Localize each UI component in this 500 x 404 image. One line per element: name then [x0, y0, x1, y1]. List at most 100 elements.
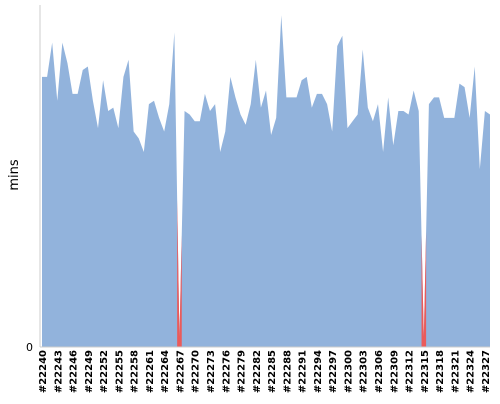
data-point [290, 96, 293, 99]
data-point [173, 31, 176, 34]
data-point [438, 96, 441, 99]
data-point [382, 151, 385, 154]
x-tick-label: #22303 [359, 350, 370, 393]
data-point [229, 75, 232, 78]
x-tick-label: #22249 [84, 350, 95, 393]
data-point [417, 110, 420, 113]
data-point [463, 86, 466, 89]
data-point [346, 127, 349, 130]
failed-build-marker [421, 232, 427, 347]
duration-area [42, 15, 490, 347]
data-point [265, 89, 268, 92]
data-point [168, 103, 171, 106]
x-tick-label: #22246 [69, 350, 80, 393]
data-point [183, 110, 186, 113]
data-point [147, 103, 150, 106]
x-tick-label: #22285 [267, 350, 278, 393]
x-tick-label: #22267 [175, 350, 186, 393]
x-tick-label: #22297 [328, 350, 339, 393]
data-point [402, 110, 405, 113]
data-point [158, 116, 161, 119]
data-point [163, 130, 166, 133]
x-tick-label: #22243 [53, 350, 64, 393]
data-point [188, 113, 191, 116]
data-point [142, 151, 145, 154]
data-point [97, 127, 100, 130]
data-point [259, 106, 262, 109]
data-point [407, 113, 410, 116]
x-tick-label: #22270 [191, 350, 202, 393]
data-point [397, 110, 400, 113]
data-point [86, 65, 89, 68]
data-point [107, 110, 110, 113]
y-axis-ticks: 0 [26, 341, 33, 354]
data-point [468, 116, 471, 119]
x-tick-label: #22318 [435, 350, 446, 393]
x-tick-label: #22240 [38, 350, 49, 393]
data-point [285, 96, 288, 99]
x-tick-label: #22276 [221, 350, 232, 393]
data-point [244, 123, 247, 126]
x-tick-label: #22258 [130, 350, 141, 393]
x-tick-label: #22294 [313, 350, 324, 393]
x-tick-label: #22309 [389, 350, 400, 393]
data-point [51, 41, 54, 44]
x-tick-label: #22291 [298, 350, 309, 393]
data-point [239, 113, 242, 116]
data-point [137, 137, 140, 140]
data-point [305, 75, 308, 78]
data-point [361, 48, 364, 51]
x-tick-label: #22273 [206, 350, 217, 393]
data-point [315, 92, 318, 95]
data-point [61, 41, 64, 44]
failed-build-marker [177, 199, 182, 347]
data-point [412, 89, 415, 92]
data-point [351, 120, 354, 123]
data-point [371, 120, 374, 123]
data-point [433, 96, 436, 99]
data-point [377, 103, 380, 106]
x-tick-label: #22288 [282, 350, 293, 393]
data-point [122, 75, 125, 78]
data-point [387, 96, 390, 99]
data-point [46, 75, 49, 78]
data-point [326, 103, 329, 106]
x-tick-label: #22261 [145, 350, 156, 393]
data-point [295, 96, 298, 99]
data-point [473, 65, 476, 68]
data-point [356, 113, 359, 116]
data-point [310, 106, 313, 109]
data-point [76, 92, 79, 95]
data-point [224, 130, 227, 133]
data-point [275, 116, 278, 119]
data-point [71, 92, 74, 95]
y-tick-label: 0 [26, 341, 33, 354]
data-point [198, 120, 201, 123]
data-point [478, 168, 481, 171]
data-point [249, 103, 252, 106]
x-tick-label: #22264 [160, 350, 171, 393]
data-point [91, 99, 94, 102]
data-point [41, 75, 44, 78]
x-tick-label: #22321 [450, 350, 461, 393]
data-point [234, 96, 237, 99]
data-point [427, 103, 430, 106]
x-tick-label: #22282 [252, 350, 263, 393]
x-axis-ticks: #22240 #22243 #22246 #22249 #22252 #22255 #222… [38, 350, 492, 393]
data-point [117, 127, 120, 130]
data-point [112, 106, 115, 109]
data-point [66, 62, 69, 65]
data-point [127, 58, 130, 61]
y-axis-label: mins [7, 159, 22, 191]
data-point [366, 106, 369, 109]
data-point [132, 130, 135, 133]
data-point [458, 82, 461, 85]
data-point [153, 99, 156, 102]
x-tick-label: #22315 [420, 350, 431, 393]
data-point [193, 120, 196, 123]
data-point [280, 14, 283, 17]
data-point [56, 99, 59, 102]
data-point [392, 144, 395, 147]
